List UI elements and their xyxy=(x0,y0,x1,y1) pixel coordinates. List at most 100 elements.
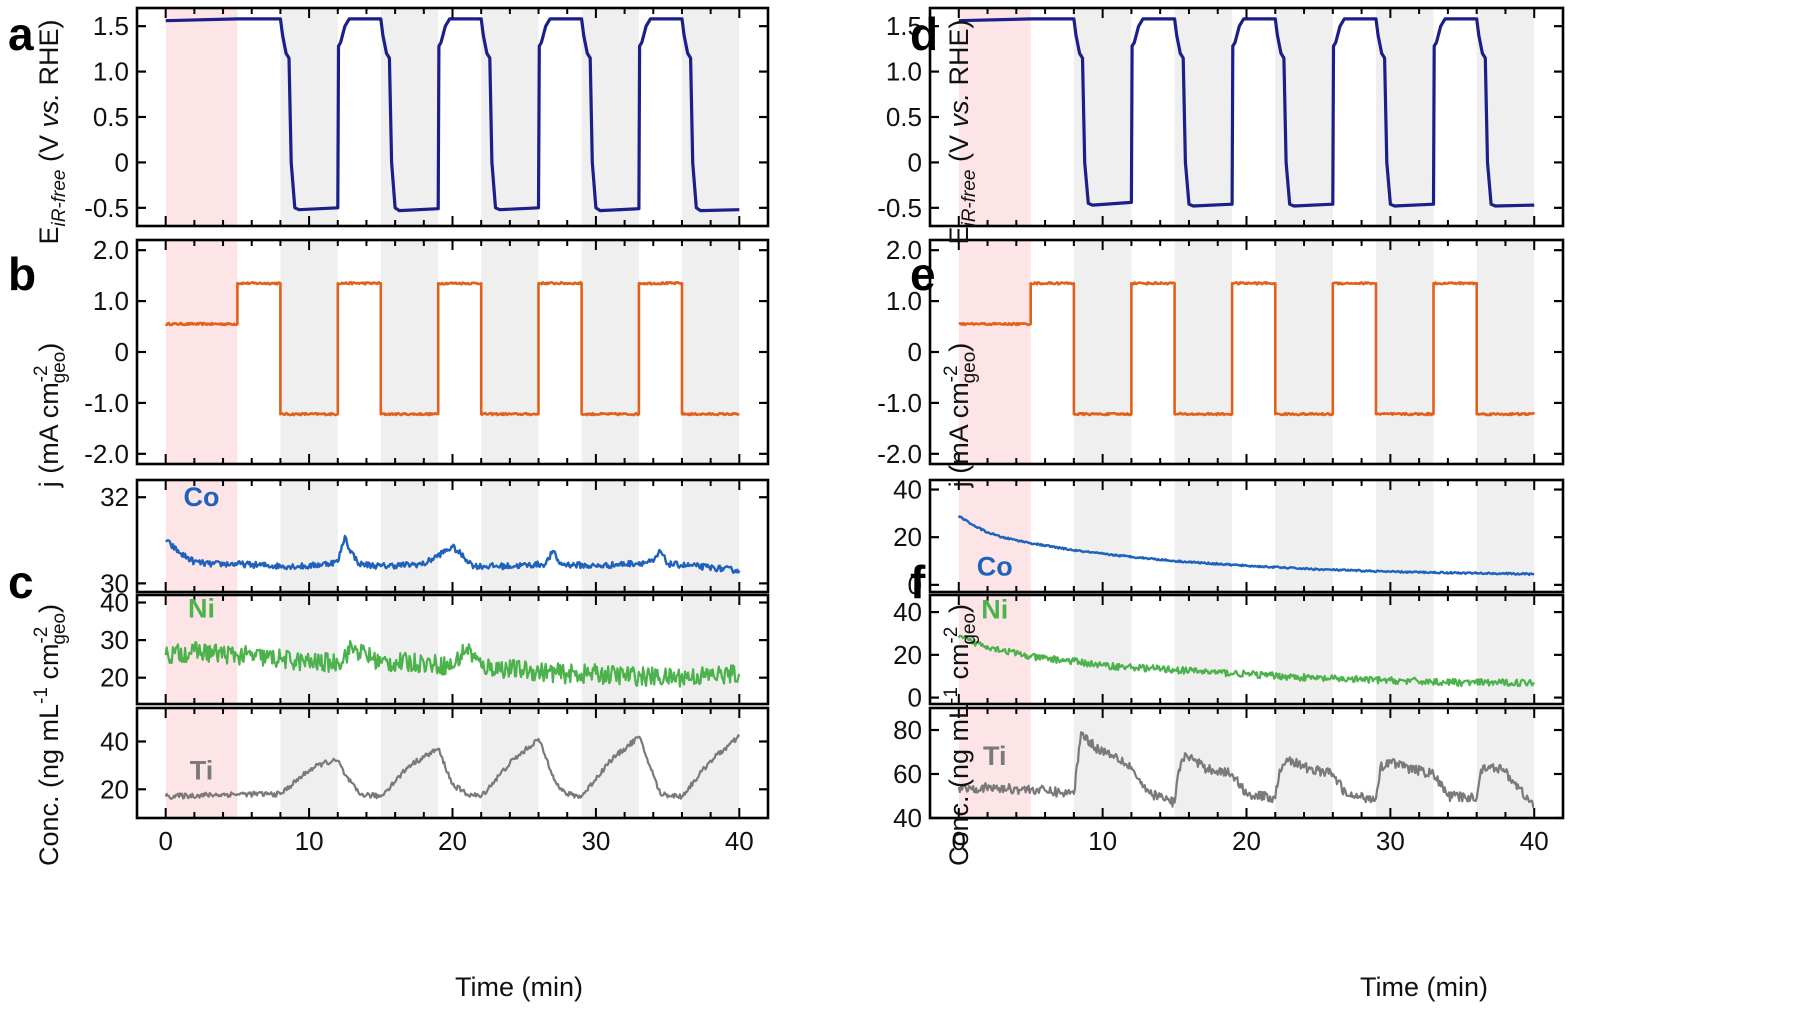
gray-band xyxy=(1174,480,1233,592)
ytick-label: 40 xyxy=(100,588,129,618)
panel-letter-a: a xyxy=(8,8,34,60)
gray-band xyxy=(280,708,338,818)
ytick-label: 40 xyxy=(893,803,922,833)
element-label-co: Co xyxy=(184,482,220,512)
ylabel-potential-left: EiR-free (V vs. RHE) xyxy=(34,19,70,244)
element-label-ni: Ni xyxy=(981,595,1008,625)
ytick-label: 1.0 xyxy=(93,286,129,316)
panel-f-co: 0 20 40 Co xyxy=(893,475,1565,600)
gray-band xyxy=(380,240,439,464)
panel-f-ti: 40 60 80 0 10 20 30 40 Ti xyxy=(893,706,1565,856)
ytick-label: 1.0 xyxy=(93,57,129,87)
ylabel-current-right: j (mA cm-2geo) xyxy=(941,343,980,489)
gray-band xyxy=(280,240,338,464)
gray-band xyxy=(1476,708,1535,818)
ytick-label: 1.5 xyxy=(93,11,129,41)
gray-band xyxy=(380,595,439,704)
panel-letter-f: f xyxy=(910,556,926,608)
ytick-label: -0.5 xyxy=(877,193,922,223)
gray-band xyxy=(481,240,539,464)
ytick-label: 20 xyxy=(100,774,129,804)
gray-band xyxy=(380,708,439,818)
ytick-label: 1.5 xyxy=(886,11,922,41)
ytick-label: 0 xyxy=(908,337,922,367)
gray-band xyxy=(1073,595,1132,704)
ytick-label: -1.0 xyxy=(84,388,129,418)
ytick-label: 2.0 xyxy=(93,235,129,265)
gray-band xyxy=(1073,240,1132,464)
ytick-label: 60 xyxy=(893,759,922,789)
panel-letter-b: b xyxy=(8,248,36,300)
xtick-label: 30 xyxy=(1376,826,1405,856)
pink-band xyxy=(165,480,238,592)
right-column: -0.5 0 0.5 1.0 1.5 -2.0 -1.0 0 1.0 2.0 0 20 40 Co 0… xyxy=(877,6,1565,856)
gray-band xyxy=(1275,708,1333,818)
ytick-label: 0 xyxy=(908,570,922,600)
series-line-f-Ti xyxy=(957,731,1535,809)
ytick-label: 20 xyxy=(893,522,922,552)
gray-band xyxy=(481,480,539,592)
gray-band xyxy=(1174,240,1233,464)
pink-band xyxy=(165,8,238,226)
ytick-label: 1.0 xyxy=(886,57,922,87)
ytick-label: -2.0 xyxy=(84,439,129,469)
ytick-label: 80 xyxy=(893,715,922,745)
gray-band xyxy=(1174,708,1233,818)
ytick-label: 40 xyxy=(893,597,922,627)
series-line-b xyxy=(164,281,740,417)
series-line-d xyxy=(958,17,1535,208)
panel-c-ti: 20 40 0 10 20 30 40 Ti xyxy=(100,706,770,856)
gray-band xyxy=(681,240,740,464)
gray-band xyxy=(1476,240,1535,464)
ytick-label: 40 xyxy=(893,475,922,505)
gray-band xyxy=(280,595,338,704)
pink-band xyxy=(165,708,238,818)
ytick-label: 0.5 xyxy=(886,102,922,132)
xtick-label: 10 xyxy=(1088,826,1117,856)
xtick-label: 0 xyxy=(158,826,172,856)
xtick-label: 20 xyxy=(438,826,467,856)
panel-f-ni: 0 20 40 Ni xyxy=(893,593,1565,713)
series-line-c-Ti xyxy=(164,734,741,800)
left-column: -0.5 0 0.5 1.0 1.5 -2.0 -1.0 0 1.0 2.0 30 32 Co 20… xyxy=(84,6,770,856)
ytick-label: -0.5 xyxy=(84,193,129,223)
ytick-label: -2.0 xyxy=(877,439,922,469)
gray-band xyxy=(1375,480,1434,592)
panel-letter-c: c xyxy=(8,556,34,608)
panel-c-ni: 20 30 40 Ni xyxy=(100,588,770,706)
panel-a-potential: -0.5 0 0.5 1.0 1.5 xyxy=(84,6,770,228)
ylabel-conc-right: Conc. (ng mL-1 cm-2geo) xyxy=(941,604,980,866)
ylabel-conc-left: Conc. (ng mL-1 cm-2geo) xyxy=(31,604,70,866)
gray-band xyxy=(1275,595,1333,704)
ytick-label: 0 xyxy=(908,147,922,177)
series-line-c-Ni xyxy=(164,640,741,688)
ytick-label: 40 xyxy=(100,726,129,756)
panel-d-potential: -0.5 0 0.5 1.0 1.5 xyxy=(877,6,1565,228)
xtick-label: 10 xyxy=(295,826,324,856)
ytick-label: 0 xyxy=(908,683,922,713)
gray-band xyxy=(581,480,639,592)
ytick-label: 1.0 xyxy=(886,286,922,316)
gray-band xyxy=(681,595,740,704)
gray-band xyxy=(380,480,439,592)
xlabel-right: Time (min) xyxy=(1360,972,1488,1002)
ytick-label: 0.5 xyxy=(93,102,129,132)
xtick-label: 20 xyxy=(1232,826,1261,856)
ylabel-potential-right: EiR-free (V vs. RHE) xyxy=(944,19,980,244)
gray-band xyxy=(1375,240,1434,464)
element-label-ti: Ti xyxy=(983,741,1007,771)
element-label-ni: Ni xyxy=(188,594,215,624)
gray-band xyxy=(1073,480,1132,592)
pink-band xyxy=(958,240,1031,464)
panel-c-co: 30 32 Co xyxy=(100,478,770,598)
xlabel-left: Time (min) xyxy=(455,972,583,1002)
pink-band xyxy=(958,8,1031,226)
gray-band xyxy=(1275,480,1333,592)
gray-band xyxy=(481,595,539,704)
gray-band xyxy=(280,480,338,592)
ytick-label: 20 xyxy=(893,640,922,670)
ytick-label: 32 xyxy=(100,482,129,512)
ytick-label: 30 xyxy=(100,568,129,598)
gray-band xyxy=(1275,240,1333,464)
